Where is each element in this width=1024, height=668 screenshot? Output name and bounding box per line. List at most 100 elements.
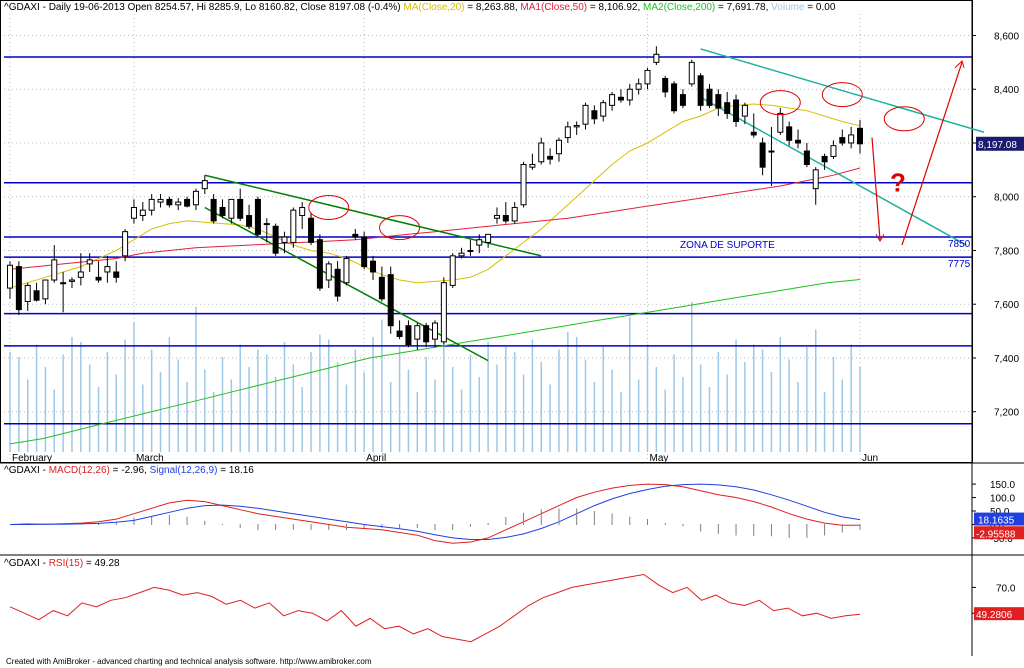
price-tick-label: 7,600 xyxy=(994,300,1019,311)
ma200-value: = 7,691.78, xyxy=(715,2,769,13)
ma200-label: MA2(Close,200) xyxy=(643,2,716,13)
candle-up xyxy=(538,142,545,163)
last-price-badge xyxy=(976,136,1024,151)
price-panel-frame xyxy=(0,0,973,463)
macd-header: ^GDAXI - MACD(12,26) = -2.96, Signal(12,… xyxy=(4,465,254,476)
annotations: ZONA DE SUPORTE 7850 7775? xyxy=(308,60,971,270)
candle-up xyxy=(343,258,350,284)
candle-down xyxy=(219,206,226,217)
candle-down xyxy=(396,330,403,337)
candle-up xyxy=(130,206,137,219)
macd-badge xyxy=(974,526,1024,540)
candle-up xyxy=(281,236,288,243)
candle-down xyxy=(715,94,722,109)
volume-label: Volume xyxy=(771,2,805,13)
candle-down xyxy=(759,142,766,168)
price-tick-label: 7,800 xyxy=(994,246,1019,257)
arrow-down-head xyxy=(875,234,885,243)
rsi-prefix: ^GDAXI - xyxy=(4,558,49,569)
price-axis: 8,6008,4008,2008,0007,8007,6007,4007,200… xyxy=(972,31,1024,419)
price-tick-label: 8,000 xyxy=(994,193,1019,204)
arrow-up-head xyxy=(954,60,965,69)
signal-line xyxy=(10,483,861,540)
candle-up xyxy=(440,282,447,343)
candle-up xyxy=(609,94,616,106)
rsi-panel: 70.050.049.2806 xyxy=(9,573,1024,643)
footer-credit: Created with AmiBroker - advanced charti… xyxy=(6,657,372,666)
candle-up xyxy=(688,61,695,85)
resistance-circle xyxy=(883,106,925,132)
rsi-label: RSI(15) xyxy=(48,558,84,569)
candle-up xyxy=(529,163,536,168)
candle-up xyxy=(68,279,75,282)
question-mark: ? xyxy=(890,167,906,197)
candle-up xyxy=(812,169,819,190)
candle-up xyxy=(564,126,571,139)
candle-up xyxy=(7,264,13,289)
signal-label: Signal(12,26,9) xyxy=(149,465,218,476)
candle-up xyxy=(493,215,500,219)
candle-down xyxy=(352,233,359,238)
signal-badge-label: 18.1635 xyxy=(978,516,1015,527)
ma50-label: MA1(Close,50) xyxy=(520,2,588,13)
candle-up xyxy=(51,259,58,281)
candle-down xyxy=(724,102,731,114)
candle-up xyxy=(414,325,421,340)
candle-up xyxy=(449,255,456,286)
candle-up xyxy=(139,209,146,217)
candle-down xyxy=(750,131,757,136)
macd-badge-label: -2.95588 xyxy=(976,529,1016,540)
price-tick-label: 8,600 xyxy=(994,31,1019,42)
candle-down xyxy=(803,150,810,165)
candle-down xyxy=(378,276,385,300)
candle-up xyxy=(77,271,84,278)
candle-up xyxy=(653,53,660,63)
macd-tick-label: -50.0 xyxy=(990,534,1013,545)
candle-up xyxy=(582,104,589,125)
candle-down xyxy=(786,126,793,141)
candle-up xyxy=(768,150,775,153)
candle-up xyxy=(644,69,651,85)
level-7850-label: 7850 xyxy=(948,239,971,250)
candles xyxy=(7,46,863,350)
candle-up xyxy=(848,134,855,144)
candle-up xyxy=(24,284,31,303)
candle-up xyxy=(635,83,642,90)
channel-upper-line xyxy=(700,48,985,133)
candle-down xyxy=(210,198,217,222)
ma20-line xyxy=(9,103,861,289)
candle-down xyxy=(95,276,102,281)
candle-down xyxy=(387,274,394,327)
candle-up xyxy=(458,252,465,257)
ma20-label: MA(Close,20) xyxy=(403,2,465,13)
candle-up xyxy=(299,206,306,217)
level-7775-label: 7775 xyxy=(948,259,971,270)
x-tick-label: Jun xyxy=(862,453,878,464)
candle-down xyxy=(591,110,598,120)
candle-up xyxy=(520,163,527,206)
candle-down xyxy=(272,225,279,254)
macd-prefix: ^GDAXI - xyxy=(4,465,49,476)
candle-down xyxy=(361,236,368,268)
price-tick-label: 7,200 xyxy=(994,408,1019,419)
macd-tick-label: 100.0 xyxy=(990,494,1015,505)
candle-up xyxy=(60,282,67,285)
ma50-value: = 8,106.92, xyxy=(587,2,641,13)
candle-down xyxy=(184,198,191,207)
candle-up xyxy=(830,145,837,157)
price-tick-label: 8,400 xyxy=(994,85,1019,96)
last-price-label: 8,197.08 xyxy=(978,140,1017,151)
candle-up xyxy=(467,249,474,252)
macd-label: MACD(12,26) xyxy=(48,465,110,476)
candle-up xyxy=(201,180,208,190)
candle-up xyxy=(777,112,784,133)
price-header-info: ^GDAXI - Daily 19-06-2013 Open 8254.57, … xyxy=(4,2,401,13)
candle-down xyxy=(316,239,323,289)
candle-up xyxy=(626,88,633,101)
candle-down xyxy=(334,268,341,297)
candle-down xyxy=(15,266,22,311)
candle-up xyxy=(192,190,199,206)
candle-up xyxy=(263,223,270,226)
candle-down xyxy=(405,325,412,346)
resistance-circle xyxy=(759,90,801,116)
